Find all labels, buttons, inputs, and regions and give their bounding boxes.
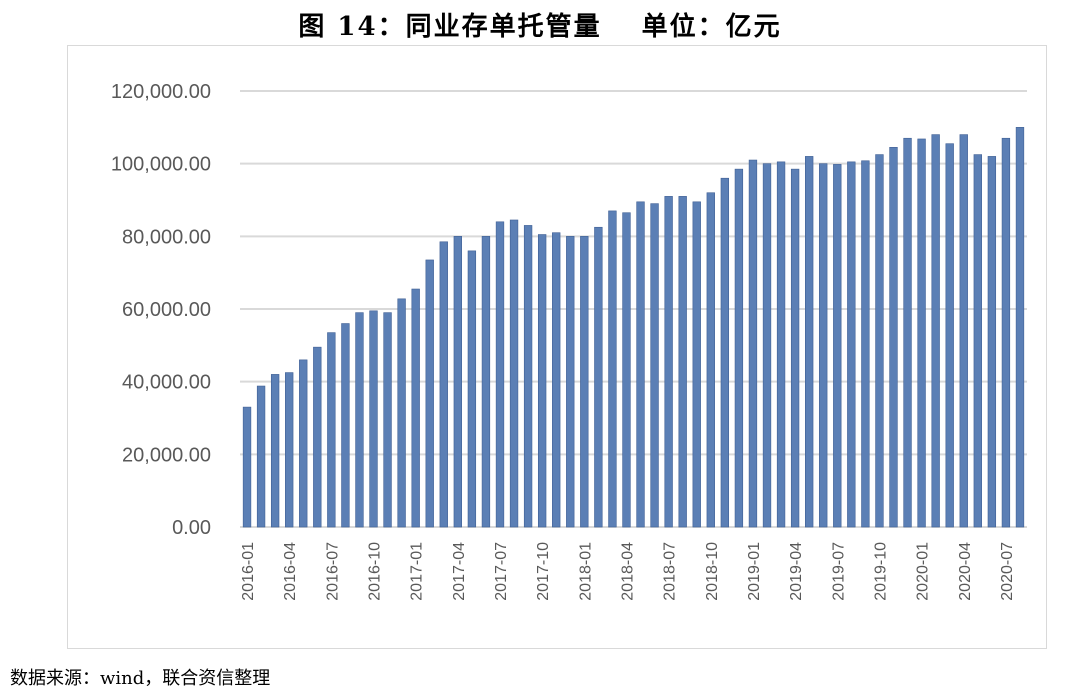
bar-2017-08 bbox=[509, 219, 519, 528]
x-tick-label: 2019-04 bbox=[788, 542, 805, 601]
bar-2020-06 bbox=[987, 156, 997, 528]
bar-2016-10 bbox=[369, 310, 378, 528]
x-tick-label: 2020-01 bbox=[915, 542, 932, 601]
x-tick-label: 2020-07 bbox=[999, 542, 1016, 601]
bar-2016-04 bbox=[285, 372, 294, 528]
bar-2020-03 bbox=[945, 143, 954, 528]
bar-2019-11 bbox=[889, 147, 898, 528]
bar-2018-01 bbox=[580, 236, 589, 528]
bar-2018-09 bbox=[692, 201, 701, 528]
bar-2017-12 bbox=[566, 236, 575, 528]
bar-2017-10 bbox=[537, 234, 547, 528]
x-tick-label: 2018-10 bbox=[704, 542, 721, 601]
x-tick-label: 2018-07 bbox=[662, 542, 679, 601]
bar-2016-12 bbox=[397, 298, 406, 528]
chart-title: 图 14：同业存单托管量 单位：亿元 bbox=[0, 6, 1080, 43]
bar-2017-03 bbox=[439, 241, 448, 528]
source-note: 数据来源：wind，联合资信整理 bbox=[10, 668, 271, 689]
bar-2017-04 bbox=[453, 236, 462, 528]
x-tick-label: 2016-07 bbox=[324, 542, 341, 601]
y-tick-label: 40,000.00 bbox=[122, 372, 211, 394]
bar-2019-12 bbox=[903, 137, 912, 528]
x-tick-label: 2018-01 bbox=[577, 542, 594, 601]
bar-2017-11 bbox=[552, 232, 561, 528]
chart-title-unit: 单位：亿元 bbox=[641, 12, 782, 42]
y-tick-label: 120,000.00 bbox=[111, 81, 211, 103]
x-tick-label: 2017-10 bbox=[535, 542, 552, 601]
x-tick-label: 2017-07 bbox=[493, 542, 510, 601]
x-tick-label: 2018-04 bbox=[619, 542, 636, 601]
bar-2018-06 bbox=[650, 203, 659, 528]
bar-2016-06 bbox=[313, 346, 322, 528]
bar-2017-05 bbox=[467, 250, 477, 528]
bar-2018-02 bbox=[594, 226, 603, 528]
bar-2016-08 bbox=[341, 323, 350, 528]
y-tick-label: 60,000.00 bbox=[122, 299, 211, 321]
bar-2016-09 bbox=[355, 312, 364, 528]
y-tick-label: 100,000.00 bbox=[111, 154, 211, 176]
bar-2018-11 bbox=[720, 177, 730, 528]
y-tick-label: 20,000.00 bbox=[122, 444, 211, 466]
x-tick-label: 2019-07 bbox=[830, 542, 847, 601]
bar-2017-02 bbox=[425, 259, 434, 528]
chart-title-main: 图 14：同业存单托管量 bbox=[298, 12, 602, 42]
bar-2019-06 bbox=[819, 163, 828, 528]
bar-2018-08 bbox=[678, 196, 687, 528]
bar-2019-01 bbox=[748, 159, 758, 528]
bar-2019-08 bbox=[847, 161, 856, 528]
bar-2016-03 bbox=[270, 374, 280, 528]
x-tick-label: 2019-10 bbox=[872, 542, 889, 601]
x-tick-label: 2016-01 bbox=[240, 542, 257, 601]
x-tick-label: 2020-04 bbox=[957, 542, 974, 601]
bar-2018-03 bbox=[608, 210, 617, 528]
bar-2016-01 bbox=[242, 406, 252, 528]
bar-2020-02 bbox=[931, 134, 940, 528]
bar-2018-12 bbox=[734, 168, 744, 528]
x-tick-label: 2017-01 bbox=[409, 542, 426, 601]
bar-2017-09 bbox=[523, 225, 533, 528]
bar-2017-01 bbox=[411, 288, 420, 528]
bar-2016-11 bbox=[383, 312, 392, 528]
x-tick-label: 2017-04 bbox=[451, 542, 468, 601]
bar-2017-07 bbox=[495, 221, 505, 528]
bar-2020-08 bbox=[1015, 127, 1025, 528]
bar-2020-04 bbox=[959, 134, 968, 528]
bar-2019-07 bbox=[833, 164, 842, 528]
bar-2020-05 bbox=[973, 154, 982, 528]
x-tick-label: 2016-10 bbox=[367, 542, 384, 601]
bar-2018-05 bbox=[636, 201, 645, 528]
x-tick-label: 2016-04 bbox=[282, 542, 299, 601]
bar-2019-05 bbox=[805, 156, 814, 528]
bar-2019-09 bbox=[861, 160, 870, 528]
bar-2020-01 bbox=[917, 138, 926, 528]
bar-2019-10 bbox=[875, 154, 884, 528]
y-tick-label: 80,000.00 bbox=[122, 226, 211, 248]
bar-2018-10 bbox=[706, 192, 715, 528]
bar-2016-02 bbox=[256, 385, 266, 528]
x-tick-label: 2019-01 bbox=[746, 542, 763, 601]
bar-2017-06 bbox=[481, 236, 491, 528]
bar-2020-07 bbox=[1001, 137, 1011, 528]
bar-2019-03 bbox=[776, 161, 786, 528]
bar-2018-07 bbox=[664, 196, 673, 528]
y-tick-label: 0.00 bbox=[172, 517, 211, 539]
bar-2019-04 bbox=[790, 168, 800, 528]
bar-2016-07 bbox=[327, 332, 336, 528]
bar-2018-04 bbox=[622, 212, 631, 528]
bar-2019-02 bbox=[762, 163, 772, 528]
bar-2016-05 bbox=[299, 359, 308, 528]
